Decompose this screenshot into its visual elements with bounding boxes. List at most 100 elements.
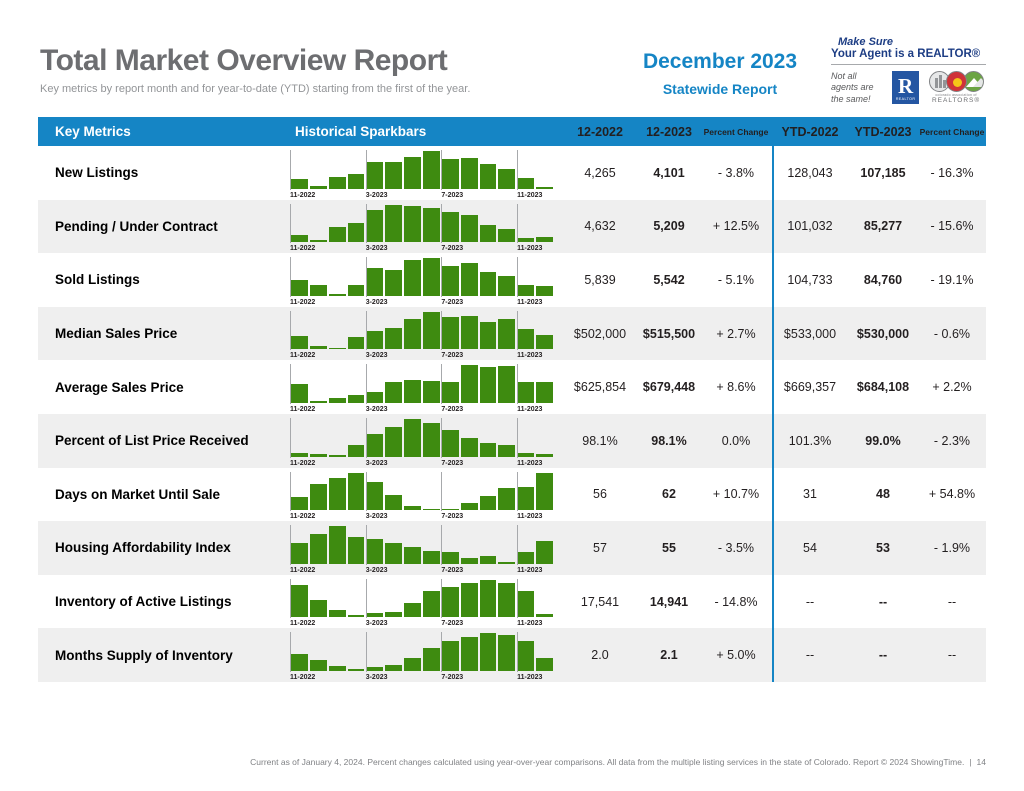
- sparkbar-axis-label: 11-2022: [290, 245, 316, 253]
- spark-bar: [404, 418, 422, 457]
- value-month-2023: 2.1: [660, 648, 678, 663]
- spark-bar: [309, 533, 327, 564]
- value-month-2023: 98.1%: [651, 433, 687, 448]
- value-ytd-2023: 85,277: [863, 219, 903, 234]
- spark-bar: [347, 285, 365, 296]
- report-header: Total Market Overview Report Key metrics…: [38, 0, 986, 117]
- spark-bar: [423, 648, 440, 671]
- sparkbar-bars: [291, 472, 554, 511]
- metric-label: Pending / Under Contract: [55, 218, 218, 234]
- sparkbar-gridline: [290, 525, 291, 565]
- sparkbar-axis-label: 11-2023: [517, 298, 543, 306]
- sparkbar-gridline: [441, 150, 443, 190]
- spark-bar: [498, 635, 516, 671]
- value-ytd-percent-change: - 0.6%: [933, 326, 971, 341]
- sparkbar-gridline: [290, 203, 291, 244]
- value-ytd-percent-change: - 15.6%: [930, 219, 974, 234]
- col-header-key-metrics: Key Metrics: [55, 124, 131, 139]
- sparkbar-gridline: [441, 203, 443, 244]
- spark-bar: [441, 640, 459, 671]
- spark-bar: [498, 229, 516, 243]
- value-ytd-2022: 31: [803, 487, 817, 502]
- sparkbar-axis-label: 11-2022: [290, 191, 316, 199]
- page-subtitle: Key metrics by report month and for year…: [40, 83, 471, 95]
- sparkbar-axis-label: 3-2023: [365, 673, 388, 681]
- spark-bar: [517, 285, 535, 296]
- sparkbar-bars: [291, 151, 554, 189]
- spark-bar: [309, 483, 327, 511]
- value-month-2022: $625,854: [573, 380, 627, 395]
- sparkbar-gridline: [290, 578, 291, 619]
- spark-bar: [366, 161, 384, 189]
- sparkbar-axis-label: 3-2023: [365, 620, 388, 628]
- spark-bar: [291, 235, 308, 243]
- col-header-sparkbars: Historical Sparkbars: [295, 124, 427, 139]
- value-ytd-2023: 99.0%: [865, 433, 901, 448]
- sparkbar-axis-label: 11-2022: [290, 513, 316, 521]
- sparkbar-gridline: [365, 150, 367, 190]
- spark-bar: [536, 541, 554, 564]
- spark-bar: [517, 237, 535, 243]
- realtor-tagline: Make Sure Your Agent is a REALTOR®: [831, 36, 986, 65]
- sparkbar-gridline: [365, 417, 367, 458]
- spark-bar: [441, 382, 459, 403]
- metric-label: Average Sales Price: [55, 379, 184, 395]
- value-month-2023: 14,941: [649, 594, 689, 609]
- col-header-month-2023: 12-2023: [646, 124, 692, 139]
- spark-bar: [460, 637, 478, 671]
- realtor-branding: Make Sure Your Agent is a REALTOR® Not a…: [831, 36, 986, 105]
- report-footer: Current as of January 4, 2024. Percent c…: [250, 757, 986, 767]
- sparkbar-gridline: [517, 632, 519, 672]
- value-ytd-2022: $533,000: [783, 326, 837, 341]
- spark-bar: [536, 335, 554, 350]
- sparkbar-gridline: [365, 203, 367, 244]
- sparkbar-axis-label: 11-2023: [517, 513, 543, 521]
- spark-bar: [366, 392, 384, 403]
- spark-bar: [498, 169, 516, 189]
- spark-bar: [366, 612, 384, 618]
- spark-bar: [291, 543, 308, 564]
- table-row: Median Sales Price 11-2022 3-2023 7-2023 11…: [38, 306, 986, 361]
- spark-bar: [423, 381, 440, 403]
- spark-bar: [517, 552, 535, 564]
- sparkbar-gridline: [365, 578, 367, 619]
- spark-bar: [347, 537, 365, 564]
- spark-bar: [347, 445, 365, 457]
- value-percent-change: - 5.1%: [717, 272, 755, 287]
- metrics-table: Key Metrics Historical Sparkbars 12-2022…: [38, 117, 986, 682]
- spark-bar: [291, 280, 308, 296]
- value-month-2023: $515,500: [642, 326, 696, 341]
- sparkbar-axis-label: 11-2023: [517, 620, 543, 628]
- spark-bar: [328, 666, 346, 671]
- sparkbar-gridline: [517, 525, 519, 565]
- spark-bar: [291, 179, 308, 189]
- sparkbar-axis-label: 3-2023: [365, 459, 388, 467]
- sparkbar-axis-label: 7-2023: [441, 513, 464, 521]
- value-percent-change: + 8.6%: [716, 380, 756, 395]
- spark-bar: [536, 382, 554, 403]
- spark-bar: [517, 486, 535, 511]
- spark-bar: [366, 481, 384, 511]
- sparkbar-axis-label: 3-2023: [365, 352, 388, 360]
- value-month-2023: 5,209: [653, 219, 685, 234]
- car-logo-line2: REALTORS®: [931, 97, 981, 105]
- sparkbar-gridline: [517, 471, 519, 512]
- spark-bar: [328, 347, 346, 350]
- spark-bar: [441, 317, 459, 350]
- value-percent-change: - 14.8%: [714, 594, 758, 609]
- table-body: New Listings 11-2022 3-2023 7-2023 11-2023 …: [38, 146, 986, 682]
- sparkbar-axis-label: 3-2023: [365, 566, 388, 574]
- spark-bar: [328, 455, 346, 457]
- spark-bar: [366, 330, 384, 350]
- spark-bar: [460, 365, 478, 403]
- value-ytd-2022: --: [805, 594, 815, 609]
- spark-bar: [385, 543, 403, 564]
- spark-bar: [347, 174, 365, 189]
- sparkbar-gridline: [517, 310, 519, 351]
- sparkbar-gridline: [365, 525, 367, 565]
- value-ytd-2022: 101.3%: [788, 433, 832, 448]
- sparkbar-axis-label: 11-2022: [290, 352, 316, 360]
- sparkbar-gridline: [517, 150, 519, 190]
- spark-bar: [479, 579, 497, 618]
- spark-bar: [404, 260, 422, 296]
